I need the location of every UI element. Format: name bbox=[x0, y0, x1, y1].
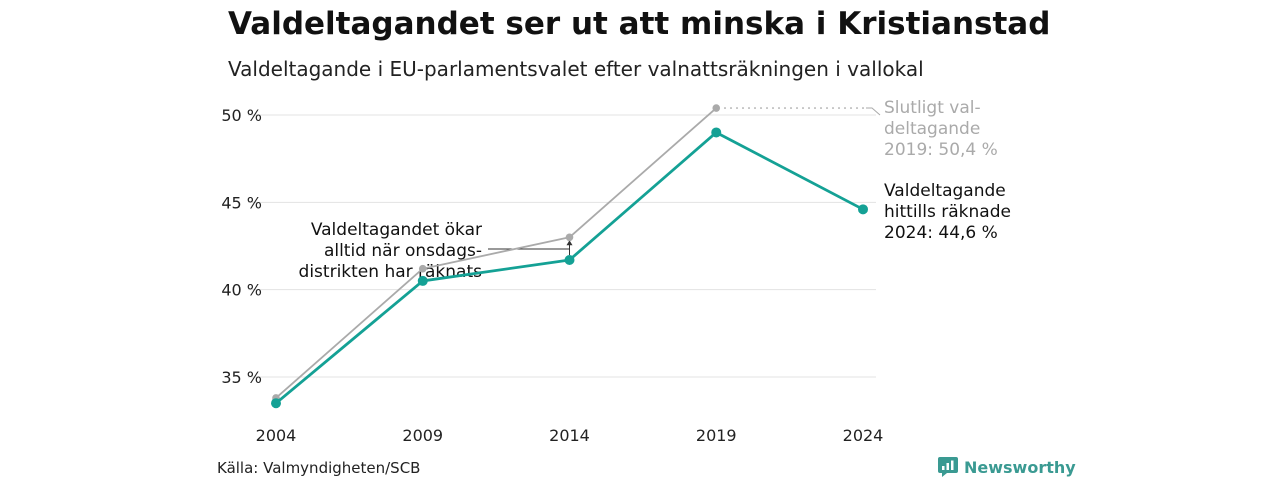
annotation-arrowhead bbox=[566, 240, 573, 246]
annotation-current-2024-line: Valdeltagande bbox=[884, 181, 1006, 201]
x-axis-ticks: 2004 2009 2014 2019 2024 bbox=[256, 426, 884, 445]
series bbox=[271, 104, 868, 409]
data-point-count-night bbox=[711, 127, 722, 138]
annotations: Slutligt val-deltagande 2019: 50,4 % Valde… bbox=[299, 98, 1011, 282]
x-tick-label: 2009 bbox=[402, 426, 443, 445]
source-note: Källa: Valmyndigheten/SCB bbox=[217, 459, 421, 477]
grid-lines bbox=[248, 114, 876, 378]
annotation-final-2019-line: 2019: 50,4 % bbox=[884, 140, 998, 160]
x-tick-label: 2024 bbox=[843, 426, 884, 445]
annotation-current-2024: Valdeltagande hittills räknade 2024: 44,6 … bbox=[884, 181, 1011, 243]
data-point-final bbox=[712, 104, 721, 112]
series-line-final bbox=[275, 107, 717, 399]
annotation-wednesday-districts-line: alltid när onsdags- bbox=[324, 241, 482, 261]
bar-chart-icon bbox=[938, 457, 958, 477]
y-tick-label: 45 % bbox=[221, 193, 262, 212]
annotation-current-2024-line: hittills räknade bbox=[884, 202, 1011, 222]
annotation-wednesday-districts-line: distrikten har räknats bbox=[299, 262, 483, 282]
annotation-final-2019: Slutligt val-deltagande 2019: 50,4 % bbox=[884, 98, 998, 160]
y-axis-ticks: 35 % 40 % 45 % 50 % bbox=[221, 106, 262, 387]
data-point-final bbox=[565, 233, 574, 242]
brand-logo: Newsworthy bbox=[938, 457, 1076, 477]
y-tick-label: 35 % bbox=[221, 368, 262, 387]
annotation-final-2019-line: deltagande bbox=[884, 119, 980, 139]
annotation-current-2024-line: 2024: 44,6 % bbox=[884, 223, 998, 243]
x-tick-label: 2014 bbox=[549, 426, 590, 445]
leader-elbow bbox=[866, 107, 881, 116]
x-tick-label: 2004 bbox=[256, 426, 297, 445]
x-tick-label: 2019 bbox=[696, 426, 737, 445]
data-point-final bbox=[418, 264, 427, 273]
annotation-wednesday-districts: Valdeltagandet ökar alltid när onsdags-di… bbox=[299, 220, 483, 282]
annotation-final-2019-line: Slutligt val- bbox=[884, 98, 981, 118]
y-tick-label: 50 % bbox=[221, 106, 262, 125]
chart-subtitle: Valdeltagande i EU-parlamentsvalet efter… bbox=[228, 57, 924, 81]
brand-name: Newsworthy bbox=[964, 457, 1076, 477]
chart-title: Valdeltagandet ser ut att minska i Krist… bbox=[228, 6, 1051, 42]
data-point-count-night bbox=[417, 275, 428, 286]
data-point-count-night bbox=[564, 254, 575, 265]
y-tick-label: 40 % bbox=[221, 281, 262, 300]
data-point-count-night bbox=[271, 398, 281, 409]
data-point-count-night bbox=[858, 204, 868, 215]
annotation-wednesday-districts-line: Valdeltagandet ökar bbox=[311, 220, 482, 240]
